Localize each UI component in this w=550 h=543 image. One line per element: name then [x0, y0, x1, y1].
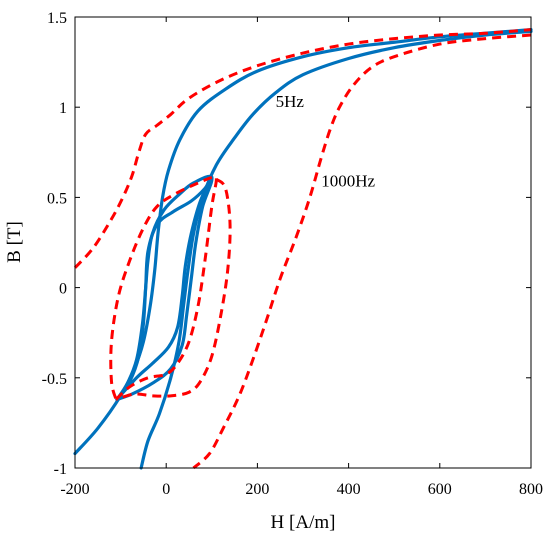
annotation-label: 1000Hz: [321, 172, 375, 191]
y-tick-label: 0: [59, 281, 67, 298]
curve-1000hz-5: [192, 33, 532, 470]
y-tick-label: 1: [59, 100, 67, 117]
plot-background: [75, 17, 531, 468]
y-tick-label: -0.5: [42, 371, 67, 388]
curve-1000hz-7: [115, 178, 232, 401]
x-tick-label: 600: [428, 481, 452, 498]
y-tick-label: 1.5: [47, 10, 67, 27]
x-tick-label: 800: [519, 481, 543, 498]
x-tick-label: -200: [60, 481, 89, 498]
curve-1000hz-6: [109, 174, 218, 401]
x-axis-title: H [A/m]: [271, 512, 336, 533]
tick-layer: -200 0 200 400 600 800 -1 -0.5 0 0.5 1 1.5: [42, 10, 543, 498]
annotation-label: 5Hz: [276, 92, 305, 111]
y-axis-title: B [T]: [4, 221, 25, 263]
y-tick-label: 0.5: [47, 190, 67, 207]
curve-1000hz-4: [73, 28, 532, 269]
curve-5hz-3: [115, 174, 214, 402]
series-layer: [73, 28, 533, 470]
x-tick-label: 200: [245, 481, 269, 498]
curve-5hz-1: [139, 29, 533, 470]
annotation-layer: 5Hz 1000Hz: [276, 92, 376, 190]
x-tick-label: 400: [337, 481, 361, 498]
plot-frame: [74, 16, 532, 469]
y-tick-label: -1: [54, 461, 67, 478]
x-tick-label: 0: [162, 481, 170, 498]
